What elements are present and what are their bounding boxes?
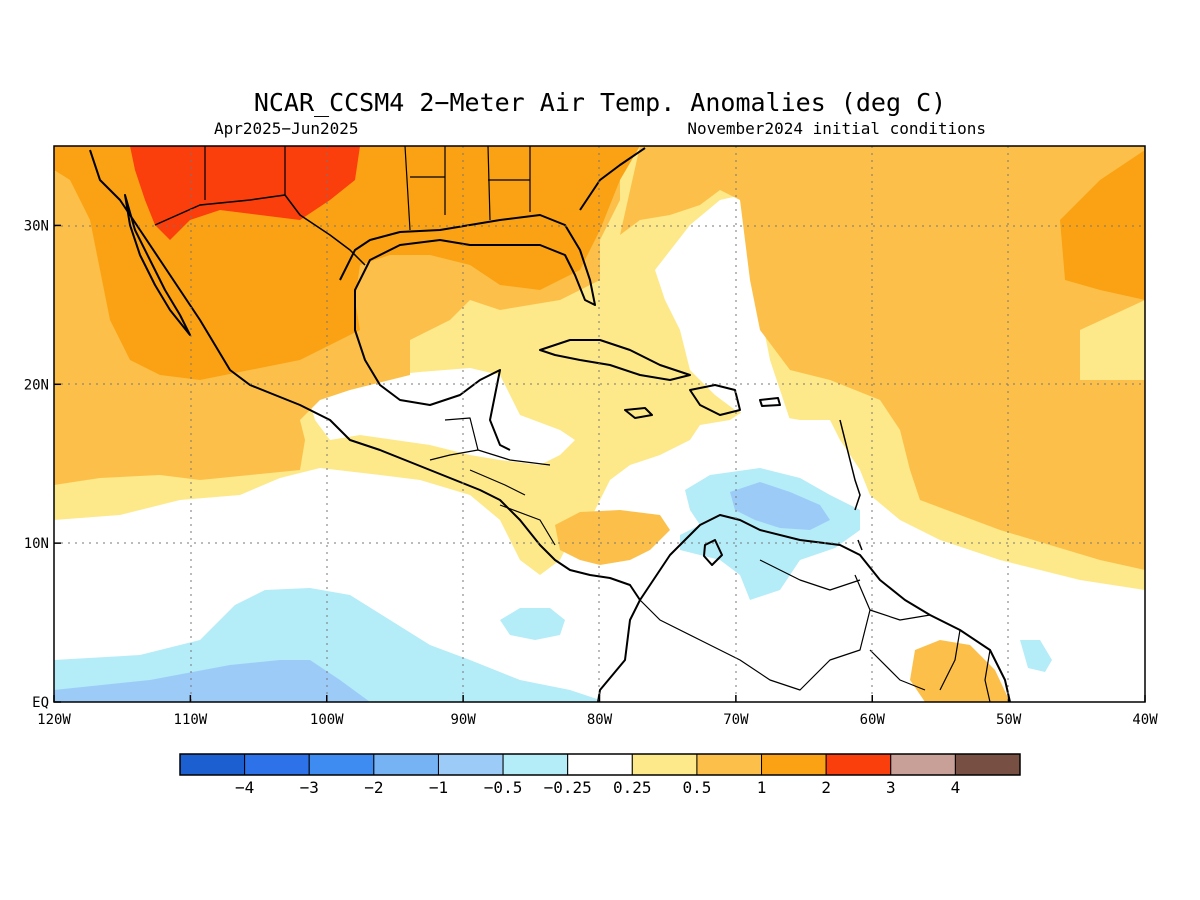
colorbar-swatch (502, 753, 569, 776)
x-tick-label: 110W (174, 712, 208, 728)
figure-title: NCAR_CCSM4 2−Meter Air Temp. Anomalies (… (254, 88, 946, 117)
colorbar-label: 3 (886, 778, 896, 797)
coastline-mexico-pacific (89, 149, 641, 702)
coastlines (89, 146, 1011, 702)
contour-fill-0.5-guiana (910, 640, 1010, 702)
colorbar-label: −2 (364, 778, 383, 797)
contour-fill-0.5-atlantic (620, 146, 1145, 570)
x-tick-label: 40W (1132, 712, 1158, 728)
coastline-jamaica (624, 407, 653, 419)
y-tick-label: 10N (24, 536, 49, 552)
colorbar-label: −0.5 (484, 778, 523, 797)
coastline-puerto-rico (759, 397, 781, 407)
colorbar-label: −1 (429, 778, 448, 797)
contour-fill-1-atlantic-ne (1060, 150, 1145, 300)
x-axis: 120W 110W 100W 90W 80W 70W 60W 50W 40W (37, 695, 1158, 728)
y-tick-label: EQ (32, 695, 49, 711)
colorbar-label: 0.25 (613, 778, 652, 797)
colorbar-swatch (761, 753, 827, 776)
contour-fill-cool-panama (500, 608, 565, 640)
colorbar: −4 −3 −2 −1 −0.5 −0.25 0.25 0.5 1 2 3 4 (179, 753, 1021, 797)
contour-fill-white-central (305, 368, 575, 465)
colorbar-label: 0.5 (682, 778, 711, 797)
x-tick-label: 90W (450, 712, 476, 728)
border-central-america (429, 417, 556, 546)
y-tick-label: 20N (24, 377, 49, 393)
border-us-mexico (154, 194, 366, 266)
border-south-america (639, 559, 991, 702)
x-tick-label: 80W (587, 712, 613, 728)
colorbar-label: −0.25 (544, 778, 592, 797)
x-tick-label: 60W (860, 712, 886, 728)
y-axis: 30N 20N 10N EQ (24, 218, 61, 711)
colorbar-swatch (954, 753, 1021, 776)
coastline-hispaniola (689, 384, 741, 416)
colorbar-swatch (696, 753, 763, 776)
x-tick-label: 100W (310, 712, 344, 728)
colorbar-label: −4 (235, 778, 254, 797)
colorbar-swatch (373, 753, 439, 776)
contour-fill-cool-caribbean-core (730, 482, 830, 530)
colorbar-label: −3 (300, 778, 319, 797)
colorbar-frame (179, 753, 1021, 776)
coastline-us-east (579, 147, 646, 211)
colorbar-swatch (179, 753, 246, 776)
contour-fill-cool-atlantic-south (1020, 640, 1052, 672)
contour-fill-cool-pacific-deep (54, 660, 370, 702)
colorbar-swatch (244, 753, 310, 776)
colorbar-swatch (308, 753, 375, 776)
colorbar-swatch (890, 753, 956, 776)
coastline-cuba (539, 339, 691, 381)
colorbar-label: 4 (951, 778, 961, 797)
x-tick-label: 120W (37, 712, 71, 728)
coastline-lesser-antilles (839, 419, 863, 551)
colorbar-swatch (631, 753, 698, 776)
coastline-gulf (339, 214, 596, 451)
colorbar-swatch (825, 753, 892, 776)
figure-subtitle-right: November2024 initial conditions (687, 119, 986, 138)
graticule (54, 146, 1145, 702)
colorbar-swatch (567, 753, 633, 776)
y-tick-label: 30N (24, 218, 49, 234)
colorbar-label: 1 (757, 778, 767, 797)
figure-subtitle-left: Apr2025−Jun2025 (214, 119, 359, 138)
contour-fill-cool-caribbean (680, 468, 860, 600)
coastline-baja (124, 194, 191, 336)
map-panel (54, 146, 1145, 702)
coastline-south-america (639, 514, 1011, 702)
contour-fill-0.5-colombia (555, 510, 670, 565)
x-tick-label: 70W (723, 712, 749, 728)
colorbar-swatch (437, 753, 504, 776)
coastline-lake-maracaibo (703, 539, 723, 566)
contour-fill-white-atlantic (655, 195, 790, 420)
border-us-states (204, 146, 531, 231)
colorbar-label: 2 (821, 778, 831, 797)
x-tick-label: 50W (996, 712, 1022, 728)
